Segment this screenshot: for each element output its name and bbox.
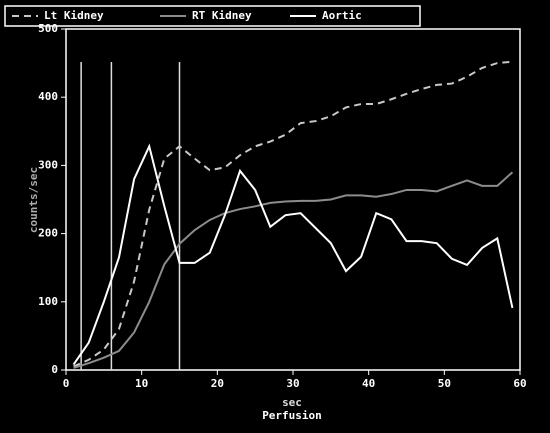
legend-label: RT Kidney: [192, 9, 252, 22]
legend-label: Lt Kidney: [44, 9, 104, 22]
x-tick-label: 20: [211, 377, 224, 390]
legend-label: Aortic: [322, 9, 362, 22]
chart-subtitle: Perfusion: [262, 409, 322, 422]
series-line: [73, 171, 514, 369]
x-tick-label: 30: [286, 377, 299, 390]
series-line: [73, 60, 513, 368]
series-line: [72, 143, 514, 366]
x-axis-label: sec: [282, 396, 302, 409]
y-tick-label: 300: [38, 158, 58, 171]
x-tick-label: 40: [362, 377, 375, 390]
x-tick-label: 50: [438, 377, 451, 390]
legend-box: [4, 5, 421, 27]
y-tick-label: 100: [38, 295, 58, 308]
x-tick-label: 10: [135, 377, 148, 390]
x-tick-label: 0: [63, 377, 70, 390]
x-tick-label: 60: [513, 377, 526, 390]
y-tick-label: 200: [38, 227, 58, 240]
y-tick-label: 400: [38, 90, 58, 103]
y-tick-label: 500: [38, 22, 58, 35]
y-tick-label: 0: [51, 363, 58, 376]
y-axis-label: counts/sec: [27, 167, 40, 233]
